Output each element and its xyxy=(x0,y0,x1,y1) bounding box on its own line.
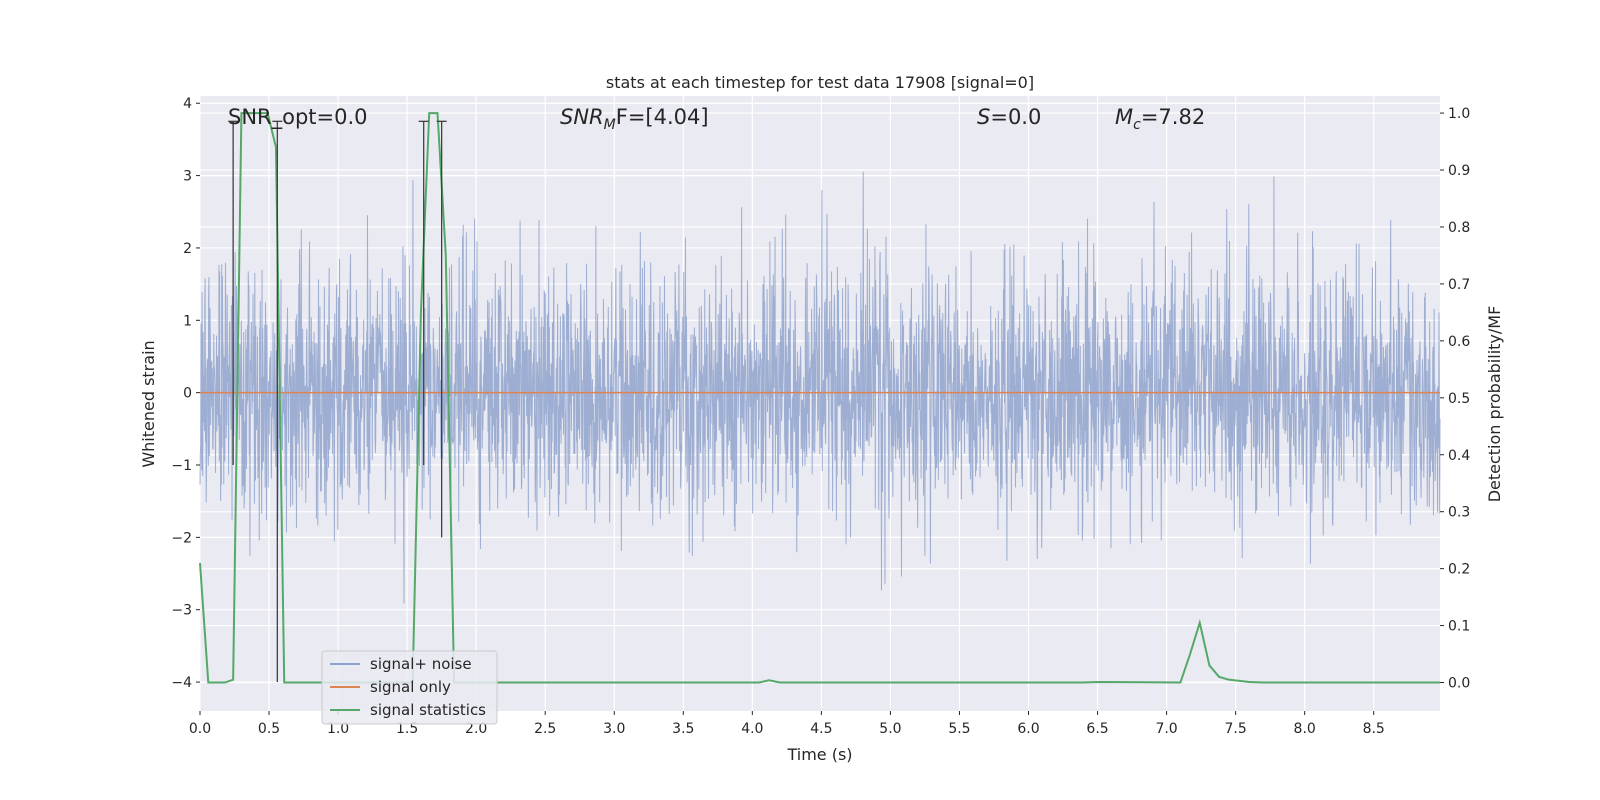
y-tick-label: −1 xyxy=(171,458,192,474)
x-tick-labels: 0.0 0.5 1.0 1.5 2.0 2.5 3.0 3.5 4.0 4.5 5.0 5.5 6.0 6… xyxy=(189,711,1385,737)
x-tick-label: 3.0 xyxy=(603,721,625,737)
y-tick-label: 3 xyxy=(183,169,192,185)
y-right-tick-label: 0.0 xyxy=(1448,676,1470,692)
x-tick-label: 0.0 xyxy=(189,721,211,737)
legend-box xyxy=(321,650,498,725)
legend-label-stats: signal statistics xyxy=(370,701,486,719)
x-tick-label: 4.5 xyxy=(810,721,832,737)
noise-line xyxy=(199,171,1441,604)
annotation-s: S=0.0 xyxy=(977,105,1041,129)
y-right-tick-label: 0.1 xyxy=(1448,619,1470,635)
x-tick-label: 8.5 xyxy=(1363,721,1385,737)
y-tick-label: 0 xyxy=(183,386,192,402)
noise-series xyxy=(199,171,1441,604)
annotation-snr-mf-sub: M xyxy=(604,117,616,133)
annotation-snr-mf-rest: F=[4.04] xyxy=(616,105,709,129)
y-right-tick-label: 0.3 xyxy=(1448,505,1470,521)
y-right-tick-label: 0.4 xyxy=(1448,448,1470,464)
vertical-markers xyxy=(228,120,447,683)
annotation-mc-rest: =7.82 xyxy=(1141,105,1205,129)
legend: signal+ noise signal only signal statist… xyxy=(321,650,498,725)
chart-title: stats at each timestep for test data 179… xyxy=(606,73,1034,92)
x-tick-label: 6.0 xyxy=(1017,721,1039,737)
y-tick-labels: −4 −3 −2 −1 0 1 2 3 4 xyxy=(171,96,200,691)
annotation-mc: Mc=7.82 xyxy=(1115,105,1205,133)
x-tick-label: 5.0 xyxy=(879,721,901,737)
y-right-tick-label: 0.5 xyxy=(1448,391,1470,407)
x-tick-label: 7.0 xyxy=(1155,721,1177,737)
annotation-s-symbol: S xyxy=(977,105,990,129)
annotation-snr-opt: SNR_opt=0.0 xyxy=(228,105,368,130)
x-tick-label: 1.5 xyxy=(396,721,418,737)
y-right-tick-label: 0.6 xyxy=(1448,334,1470,350)
annotation-snr-mf: SNRMF=[4.04] xyxy=(560,105,709,133)
y-right-tick-label: 0.8 xyxy=(1448,220,1470,236)
x-tick-label: 7.5 xyxy=(1225,721,1247,737)
y-right-tick-label: 1.0 xyxy=(1448,106,1470,122)
x-tick-label: 8.0 xyxy=(1294,721,1316,737)
y-axis-label: Whitened strain xyxy=(139,340,158,467)
x-tick-label: 4.0 xyxy=(741,721,763,737)
x-tick-label: 2.5 xyxy=(534,721,556,737)
x-tick-label: 3.5 xyxy=(672,721,694,737)
x-tick-label: 6.5 xyxy=(1086,721,1108,737)
y-right-tick-labels: 0.0 0.1 0.2 0.3 0.4 0.5 0.6 0.7 0.8 0.9 1.0 xyxy=(1440,106,1470,692)
x-tick-label: 5.5 xyxy=(948,721,970,737)
x-tick-label: 0.5 xyxy=(258,721,280,737)
x-tick-label: 1.0 xyxy=(327,721,349,737)
y-tick-label: 1 xyxy=(183,313,192,329)
y-right-tick-label: 0.7 xyxy=(1448,277,1470,293)
y-tick-label: −3 xyxy=(171,603,192,619)
y-right-tick-label: 0.9 xyxy=(1448,163,1470,179)
annotation-mc-symbol: M xyxy=(1115,105,1133,129)
y-right-axis-label: Detection probability/MF xyxy=(1485,306,1504,503)
legend-label-noise: signal+ noise xyxy=(370,655,472,673)
y-tick-label: 4 xyxy=(183,96,192,112)
x-tick-label: 2.0 xyxy=(465,721,487,737)
y-tick-label: −2 xyxy=(171,530,192,546)
y-tick-label: 2 xyxy=(183,241,192,257)
legend-label-signal: signal only xyxy=(370,678,451,696)
annotation-mc-sub: c xyxy=(1133,117,1141,133)
y-right-tick-label: 0.2 xyxy=(1448,562,1470,578)
y-tick-label: −4 xyxy=(171,675,192,691)
annotation-snr-mf-symbol: SNR xyxy=(560,105,604,129)
annotation-s-rest: =0.0 xyxy=(990,105,1041,129)
x-axis-label: Time (s) xyxy=(786,745,852,764)
